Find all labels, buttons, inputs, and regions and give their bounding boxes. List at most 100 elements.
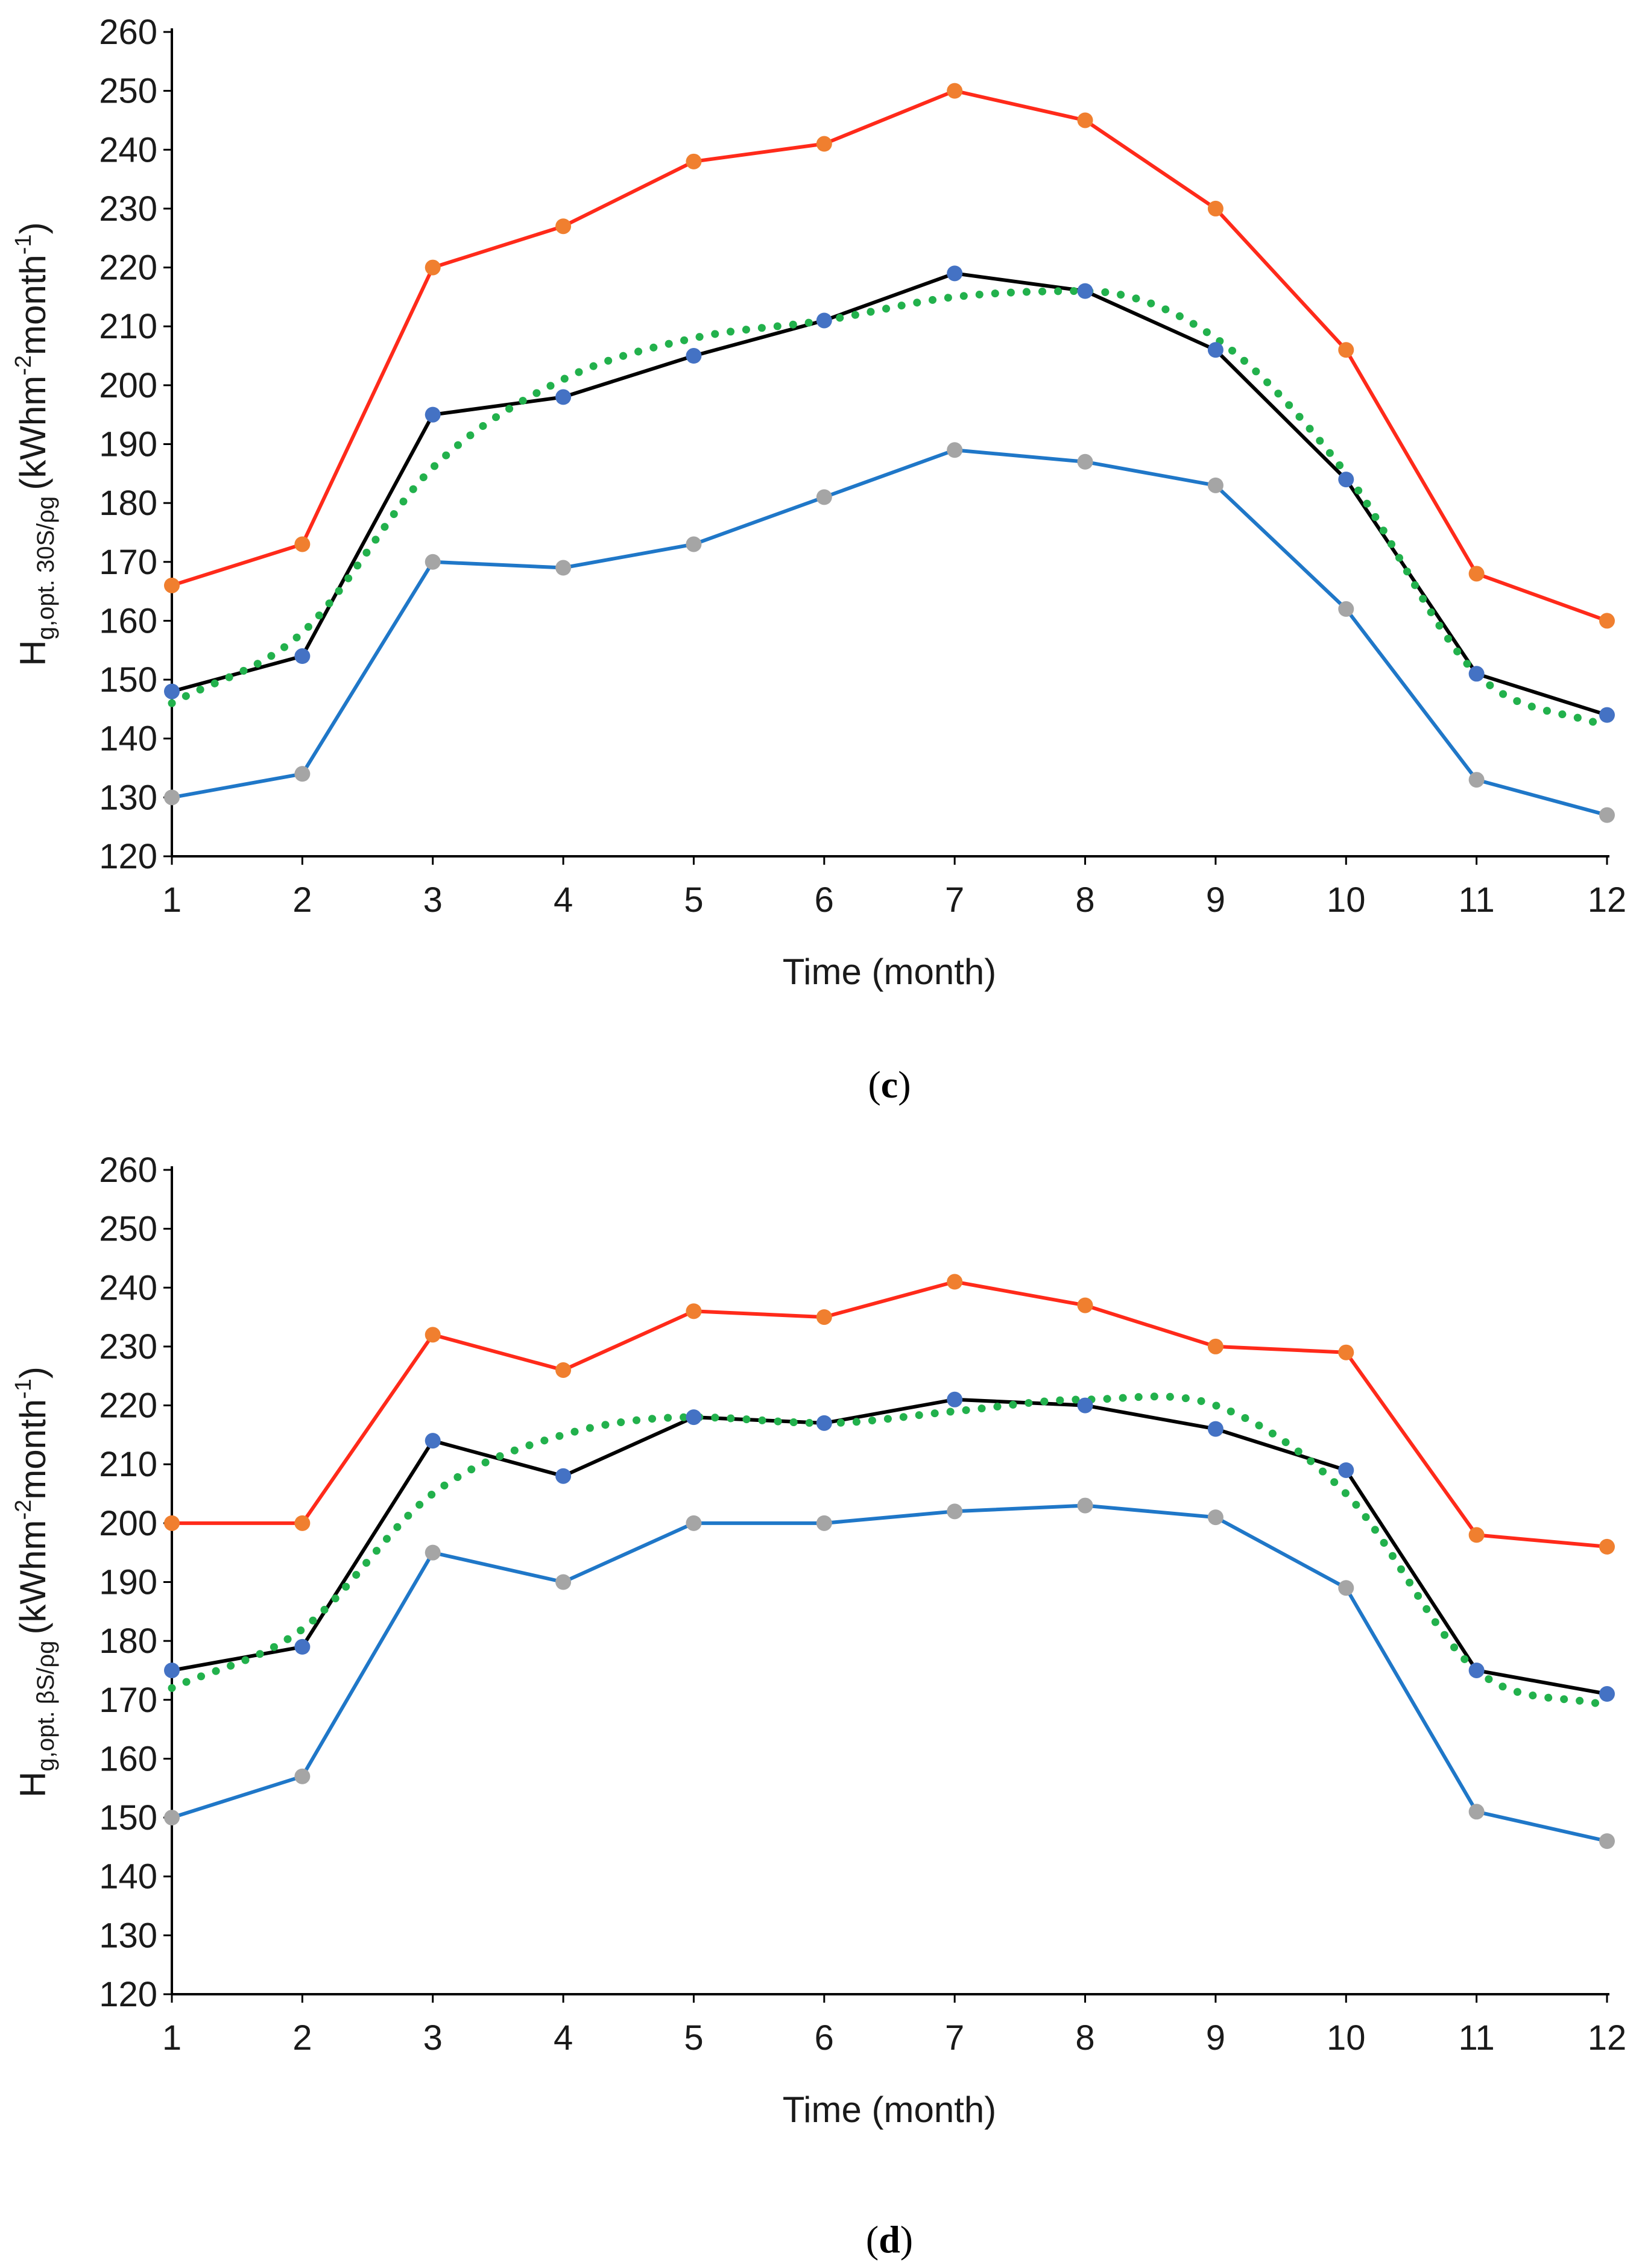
series-0-point: [164, 577, 180, 593]
series-0-point: [686, 153, 702, 169]
series-2-point: [555, 560, 572, 576]
series-2-point: [1338, 601, 1354, 617]
series-2-point: [294, 1768, 311, 1784]
caption-paren-close: ): [900, 2218, 913, 2261]
series-0-line: [171, 89, 1608, 623]
y-tick-label: 250: [99, 1210, 157, 1249]
y-tick-label: 120: [99, 837, 157, 876]
y-axis-title-part: month: [13, 254, 53, 355]
series-0-point: [1338, 342, 1354, 358]
y-axis-title-part: H: [13, 640, 53, 666]
x-tick-label: 3: [423, 880, 443, 920]
series-1-point: [1077, 283, 1093, 299]
x-tick-label: 12: [1588, 880, 1627, 920]
series-0-point: [1338, 1344, 1354, 1360]
series-1-point: [947, 265, 963, 282]
series-0-point: [1077, 112, 1093, 128]
chart-panel-d: 120 130 140 150 160 170 180 190 200 210 220 230 240 2…: [0, 1134, 1645, 2268]
y-tick-label: 230: [99, 189, 157, 229]
x-tick-label: 5: [684, 880, 703, 920]
y-tick-label: 230: [99, 1327, 157, 1366]
y-tick-label: 210: [99, 1445, 157, 1484]
y-tick-label: 220: [99, 1386, 157, 1426]
series-1-point: [294, 1638, 311, 1655]
x-tick-label: 8: [1075, 880, 1094, 920]
series-0-line: [172, 1280, 1608, 1549]
series-2-point: [816, 489, 832, 505]
series-1-point: [164, 1662, 180, 1678]
chart-c-svg: 1201301401501601701801902002102202302402…: [11, 13, 1627, 1106]
series-2-point: [164, 789, 180, 806]
series-1-point: [425, 406, 441, 423]
series-0-point: [425, 259, 441, 276]
series-0-point: [816, 1309, 832, 1325]
y-axis-title-part: -2: [11, 1500, 36, 1520]
y-tick-label: 180: [99, 1622, 157, 1661]
x-tick-label: 8: [1075, 2018, 1094, 2058]
series-0-point: [425, 1327, 441, 1343]
series-1-point: [294, 648, 311, 665]
caption-paren-open: (: [866, 2218, 879, 2261]
x-tick-label: 1: [162, 2018, 182, 2058]
series-0-point: [947, 83, 963, 99]
series-1-point: [1207, 342, 1223, 358]
series-0-point: [947, 1274, 963, 1290]
series-1-point: [1077, 1397, 1093, 1414]
x-tick-label: 6: [815, 880, 834, 920]
x-tick-label: 1: [162, 880, 182, 920]
series-2-point: [816, 1515, 832, 1531]
series-0-point: [164, 1515, 180, 1531]
series-0-point: [1599, 1538, 1615, 1555]
series-2-point: [1207, 1509, 1223, 1526]
y-axis-title-part: ): [13, 1366, 53, 1379]
series-0-point: [294, 536, 311, 552]
x-tick-label: 11: [1459, 2018, 1495, 2058]
x-axis-title: Time (month): [783, 2090, 997, 2130]
series-1-point: [686, 1409, 702, 1426]
y-axis-title-part: H: [13, 1771, 53, 1797]
series-1-point: [1338, 472, 1354, 488]
series-3-trend-line: [168, 287, 1611, 731]
series-0-point: [1207, 200, 1223, 216]
y-tick-label: 130: [99, 1916, 157, 1955]
series-0-point: [555, 1362, 572, 1378]
x-tick-label: 4: [554, 2018, 573, 2058]
series-1-point: [686, 348, 702, 364]
y-axis-title-part: (kWhm: [13, 1520, 53, 1635]
series-2-point: [1599, 807, 1615, 823]
series-1-point: [1599, 707, 1615, 723]
series-2-point: [555, 1574, 572, 1590]
y-tick-label: 200: [99, 366, 157, 405]
y-axis-title-part: g,opt. 30S/ρg: [33, 496, 59, 640]
series-1-point: [1468, 1662, 1485, 1678]
series-3-trend-line: [168, 1392, 1611, 1710]
x-tick-label: 5: [684, 2018, 703, 2058]
series-0-point: [686, 1303, 702, 1319]
caption-letter: d: [879, 2218, 900, 2261]
caption-paren-close: ): [898, 1063, 911, 1106]
y-tick-label: 250: [99, 72, 157, 111]
chart-d-svg: 1201301401501601701801902002102202302402…: [11, 1151, 1626, 2261]
series-2-line: [171, 1503, 1608, 1843]
series-2-point: [686, 1515, 702, 1531]
caption-letter: c: [881, 1063, 898, 1106]
series-2-point: [1207, 477, 1223, 493]
y-axis-title-part: -1: [11, 234, 36, 254]
series-0-point: [555, 218, 572, 235]
x-tick-label: 9: [1206, 2018, 1225, 2058]
series-2-point: [425, 554, 441, 570]
x-tick-label: 4: [554, 880, 573, 920]
series-1-point: [164, 683, 180, 700]
y-tick-label: 130: [99, 778, 157, 817]
y-tick-label: 140: [99, 1857, 157, 1897]
series-1-line: [171, 1397, 1608, 1696]
y-tick-label: 260: [99, 1151, 157, 1190]
series-0-point: [816, 136, 832, 152]
x-tick-label: 6: [815, 2018, 834, 2058]
series-2-point: [1077, 453, 1093, 470]
series-2-point: [1338, 1580, 1354, 1596]
x-tick-label: 10: [1327, 880, 1366, 920]
panel-caption: (c): [868, 1063, 911, 1106]
series-0-point: [1468, 566, 1485, 582]
series-2-point: [425, 1544, 441, 1561]
